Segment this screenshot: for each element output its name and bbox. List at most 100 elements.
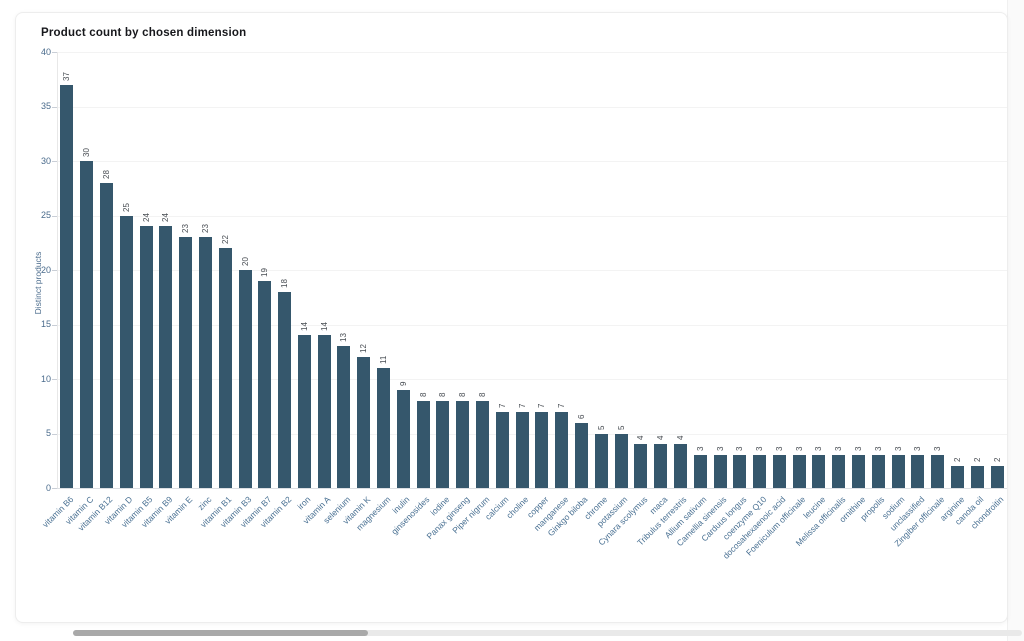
bar[interactable] (574, 422, 588, 488)
bar-value-label: 8 (438, 392, 448, 397)
bar-value-label: 37 (62, 71, 72, 81)
y-axis-tick-label: 30 (40, 155, 51, 166)
bar-value-label: 23 (200, 224, 210, 234)
bar[interactable] (119, 215, 133, 488)
bar[interactable] (278, 291, 292, 488)
bar[interactable] (357, 357, 371, 488)
chart-title: Product count by chosen dimension (41, 27, 247, 39)
bar-value-label: 13 (339, 333, 349, 343)
y-axis-tick-label: 35 (40, 101, 51, 111)
y-gridline (57, 324, 1007, 326)
bar[interactable] (713, 455, 727, 488)
bar-value-label: 3 (755, 446, 765, 452)
bar[interactable] (80, 161, 94, 488)
bar-value-label: 22 (220, 235, 230, 245)
bar[interactable] (990, 466, 1004, 488)
bar-value-label: 5 (616, 425, 626, 430)
bar-value-label: 7 (497, 403, 507, 408)
bar-value-label: 7 (517, 403, 527, 408)
bar-value-label: 4 (675, 435, 685, 441)
bar[interactable] (337, 346, 351, 488)
bar-value-label: 3 (873, 446, 883, 452)
bar[interactable] (456, 400, 470, 488)
bar-value-label: 8 (418, 392, 428, 397)
bar-value-label: 24 (141, 213, 151, 223)
bar-value-label: 6 (576, 414, 586, 419)
y-axis-tick-mark (52, 433, 57, 435)
y-axis-tick-mark (52, 215, 57, 217)
y-gridline (57, 52, 1007, 53)
y-axis-tick-mark (52, 379, 57, 380)
bar[interactable] (594, 433, 608, 488)
bar[interactable] (218, 248, 232, 488)
bar-value-label: 3 (695, 446, 705, 452)
y-axis-tick-mark (52, 161, 57, 162)
bar[interactable] (693, 455, 707, 488)
bar[interactable] (871, 455, 885, 488)
bar[interactable] (60, 84, 74, 488)
bar[interactable] (931, 455, 945, 488)
bar[interactable] (495, 411, 509, 488)
bar[interactable] (654, 444, 668, 488)
bar[interactable] (159, 226, 173, 488)
bar[interactable] (792, 455, 806, 488)
bar-value-label: 3 (774, 446, 784, 452)
bar-value-label: 2 (953, 457, 963, 463)
y-axis-line (57, 52, 58, 488)
bar-value-label: 11 (379, 355, 389, 365)
bar-value-label: 14 (299, 322, 309, 332)
bar-value-label: 28 (101, 169, 111, 179)
bar-value-label: 3 (893, 446, 903, 452)
bar-value-label: 4 (656, 435, 666, 441)
bar-value-label: 2 (992, 457, 1002, 463)
bar[interactable] (812, 455, 826, 488)
bar-value-label: 3 (913, 446, 923, 452)
y-axis-tick-mark (52, 52, 57, 53)
bar-value-label: 3 (834, 446, 844, 452)
bar[interactable] (515, 411, 529, 488)
bar[interactable] (238, 270, 252, 488)
bar[interactable] (891, 455, 905, 488)
bar[interactable] (634, 444, 648, 488)
bar-value-label: 12 (359, 344, 369, 354)
bar[interactable] (297, 335, 311, 488)
bar[interactable] (951, 466, 965, 488)
bar[interactable] (733, 455, 747, 488)
bar-value-label: 8 (478, 392, 488, 397)
bar[interactable] (258, 280, 272, 488)
bar-value-label: 23 (181, 224, 191, 234)
y-axis-tick-label: 5 (45, 428, 51, 438)
bar[interactable] (673, 444, 687, 488)
bar[interactable] (772, 455, 786, 488)
bar[interactable] (911, 455, 925, 488)
bar[interactable] (535, 411, 549, 488)
y-axis-tick-mark (52, 488, 57, 489)
horizontal-scrollbar-track[interactable] (73, 630, 1022, 636)
bar[interactable] (436, 400, 450, 488)
bar-value-label: 14 (319, 322, 329, 332)
bar[interactable] (179, 237, 193, 488)
bar[interactable] (614, 433, 628, 488)
bar[interactable] (970, 466, 984, 488)
bar-value-label: 3 (814, 446, 824, 452)
bar[interactable] (317, 335, 331, 488)
bar[interactable] (555, 411, 569, 488)
bar[interactable] (852, 455, 866, 488)
bar[interactable] (753, 455, 767, 488)
y-axis-tick-label: 25 (40, 210, 51, 220)
horizontal-scrollbar-thumb[interactable] (73, 630, 368, 636)
bar[interactable] (396, 389, 410, 488)
bar[interactable] (99, 182, 113, 488)
bar[interactable] (832, 455, 846, 488)
bar[interactable] (377, 368, 391, 488)
bar-value-label: 18 (280, 278, 290, 288)
x-axis-line (57, 488, 1007, 489)
bar[interactable] (198, 237, 212, 488)
y-axis-tick-label: 20 (40, 264, 51, 275)
bar[interactable] (476, 400, 490, 488)
bar[interactable] (139, 226, 153, 488)
bar[interactable] (416, 400, 430, 488)
bar-value-label: 25 (121, 202, 131, 212)
y-axis-tick-mark (52, 270, 57, 271)
